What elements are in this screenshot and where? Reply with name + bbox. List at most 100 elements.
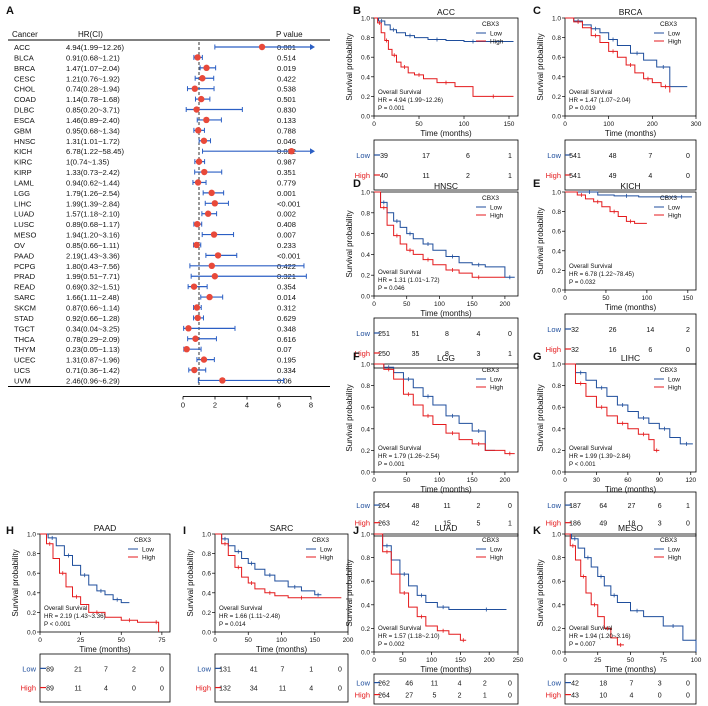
km-stats-line: Overall Survival [378, 625, 421, 632]
km-risk-high-count: 3 [658, 521, 662, 528]
km-legend-title: CBX3 [660, 537, 677, 544]
km-curve-high [565, 533, 624, 646]
forest-cancer-label: PCPG [14, 262, 36, 271]
forest-p-value: 0.987 [277, 158, 296, 167]
km-panel-f: LGG 0.0 0.2 0.4 0.6 0.8 1.0 Survival probabilit… [345, 353, 519, 537]
km-y-tick-label: 0.4 [361, 252, 370, 259]
forest-p-value: 0.354 [277, 283, 296, 292]
km-title: LIHC [621, 353, 640, 363]
km-risk-low-count: 2 [483, 681, 487, 688]
km-x-tick-label: 90 [656, 477, 664, 484]
forest-p-value: <0.001 [277, 251, 300, 260]
forest-hr-text: 1.46(0.89~2.40) [66, 116, 120, 125]
km-legend-title: CBX3 [482, 21, 499, 28]
km-x-tick-label: 150 [309, 637, 320, 644]
forest-cancer-label: CESC [14, 74, 36, 83]
km-y-tick-label: 0.2 [27, 610, 36, 617]
km-risk-low-count: 2 [686, 327, 690, 334]
km-legend-title: CBX3 [312, 537, 329, 544]
km-risk-high-count: 40 [380, 173, 388, 180]
km-y-label: Survival probability [536, 207, 545, 274]
km-x-tick-label: 50 [118, 637, 126, 644]
km-stats-line: HR = 1.79 (1.26~2.54) [378, 453, 440, 460]
forest-hr-text: 0.89(0.68~1.17) [66, 220, 120, 229]
forest-hr-text: 2.19(1.43~3.36) [66, 251, 120, 260]
forest-p-value: 0.002 [277, 210, 296, 219]
km-risk-high-count: 1 [483, 693, 487, 700]
km-risk-low-count: 0 [338, 666, 342, 673]
km-legend-low-label: Low [668, 547, 680, 554]
km-y-tick-label: 0.2 [552, 448, 561, 455]
km-risk-high-count: 0 [686, 173, 690, 180]
km-risk-low-count: 0 [686, 153, 690, 160]
km-risk-low-count: 7 [104, 666, 108, 673]
forest-p-value: 0.014 [277, 293, 296, 302]
forest-hr-text: 0.78(0.29~2.09) [66, 335, 120, 344]
km-y-tick-label: 0.4 [552, 602, 561, 609]
forest-hr-text: 2.46(0.96~6.29) [66, 376, 120, 385]
km-stats-line: HR = 1.94 (1.20~3.16) [569, 633, 631, 640]
km-risk-low-count: 48 [609, 153, 617, 160]
km-legend-title: CBX3 [482, 537, 499, 544]
forest-hr-text: 0.34(0.04~3.25) [66, 324, 120, 333]
km-risk-low-count: 4 [458, 681, 462, 688]
km-risk-low-count: 21 [74, 666, 82, 673]
km-y-tick-label: 0.6 [552, 579, 561, 586]
forest-hr-point [194, 220, 201, 228]
forest-hr-point [191, 366, 198, 374]
km-risk-high-count: 2 [458, 693, 462, 700]
km-panel-j: LUAD 0.0 0.2 0.4 0.6 0.8 1.0 Survival probabili… [345, 523, 524, 705]
forest-hr-text: 1.57(1.18~2.10) [66, 210, 120, 219]
forest-row: TGCT 0.34(0.04~3.25) 0.348 [14, 324, 296, 333]
forest-hr-point [198, 95, 205, 103]
km-y-tick-label: 0.8 [202, 551, 211, 558]
forest-hr-point [211, 273, 219, 280]
km-risk-low-count: 64 [599, 503, 607, 510]
km-y-tick-label: 0.2 [552, 268, 561, 275]
forest-hr-text: 0.71(0.36~1.42) [66, 366, 120, 375]
km-x-tick-label: 200 [499, 301, 510, 308]
forest-p-value: 0.001 [277, 189, 296, 198]
forest-p-value: 0.019 [277, 64, 296, 73]
km-legend-low-label: Low [320, 547, 332, 554]
km-y-tick-label: 0.0 [552, 288, 561, 295]
km-x-tick-label: 0 [563, 121, 567, 128]
km-risk-low-count: 46 [405, 681, 413, 688]
km-x-label: Time (months) [605, 303, 657, 312]
km-x-label: Time (months) [79, 645, 131, 654]
km-risk-low-count: 7 [281, 666, 285, 673]
km-risk-high-count: 250 [378, 351, 390, 358]
km-y-tick-label: 1.0 [552, 16, 561, 23]
km-risk-low-count: 262 [378, 681, 390, 688]
forest-hr-text: 0.69(0.32~1.51) [66, 283, 120, 292]
km-y-tick-label: 1.0 [361, 190, 370, 197]
km-risk-high-count: 0 [338, 686, 342, 693]
km-x-tick-label: 50 [602, 295, 610, 302]
forest-row: READ 0.69(0.32~1.51) 0.354 [14, 283, 296, 292]
forest-cancer-label: DLBC [14, 106, 35, 115]
km-x-tick-label: 150 [504, 121, 515, 128]
forest-hr-point [200, 356, 208, 363]
forest-ci-arrow [310, 44, 315, 50]
km-legend-title: CBX3 [660, 367, 677, 374]
km-y-tick-label: 0.0 [361, 650, 370, 657]
km-frame [373, 17, 519, 117]
forest-p-value: 0.334 [277, 366, 296, 375]
km-x-tick-label: 200 [499, 477, 510, 484]
km-risk-high-count: 0 [132, 686, 136, 693]
km-risk-table [564, 673, 697, 705]
km-risk-high-count: 27 [405, 693, 413, 700]
km-risk-high-label: High [21, 684, 36, 693]
forest-hr-point [219, 377, 226, 384]
km-risk-high-count: 6 [648, 347, 652, 354]
km-curve-high [565, 191, 647, 224]
km-stats-line: P < 0.001 [569, 461, 596, 468]
km-stats-line: HR = 1.31 (1.01~1.72) [378, 277, 440, 284]
km-risk-low-count: 1 [508, 153, 512, 160]
km-risk-high-label: High [196, 684, 211, 693]
km-risk-low-count: 11 [443, 503, 450, 510]
km-x-tick-label: 300 [691, 121, 702, 128]
forest-hr-point [195, 127, 202, 134]
forest-hr-text: 0.74(0.28~1.94) [66, 85, 120, 94]
